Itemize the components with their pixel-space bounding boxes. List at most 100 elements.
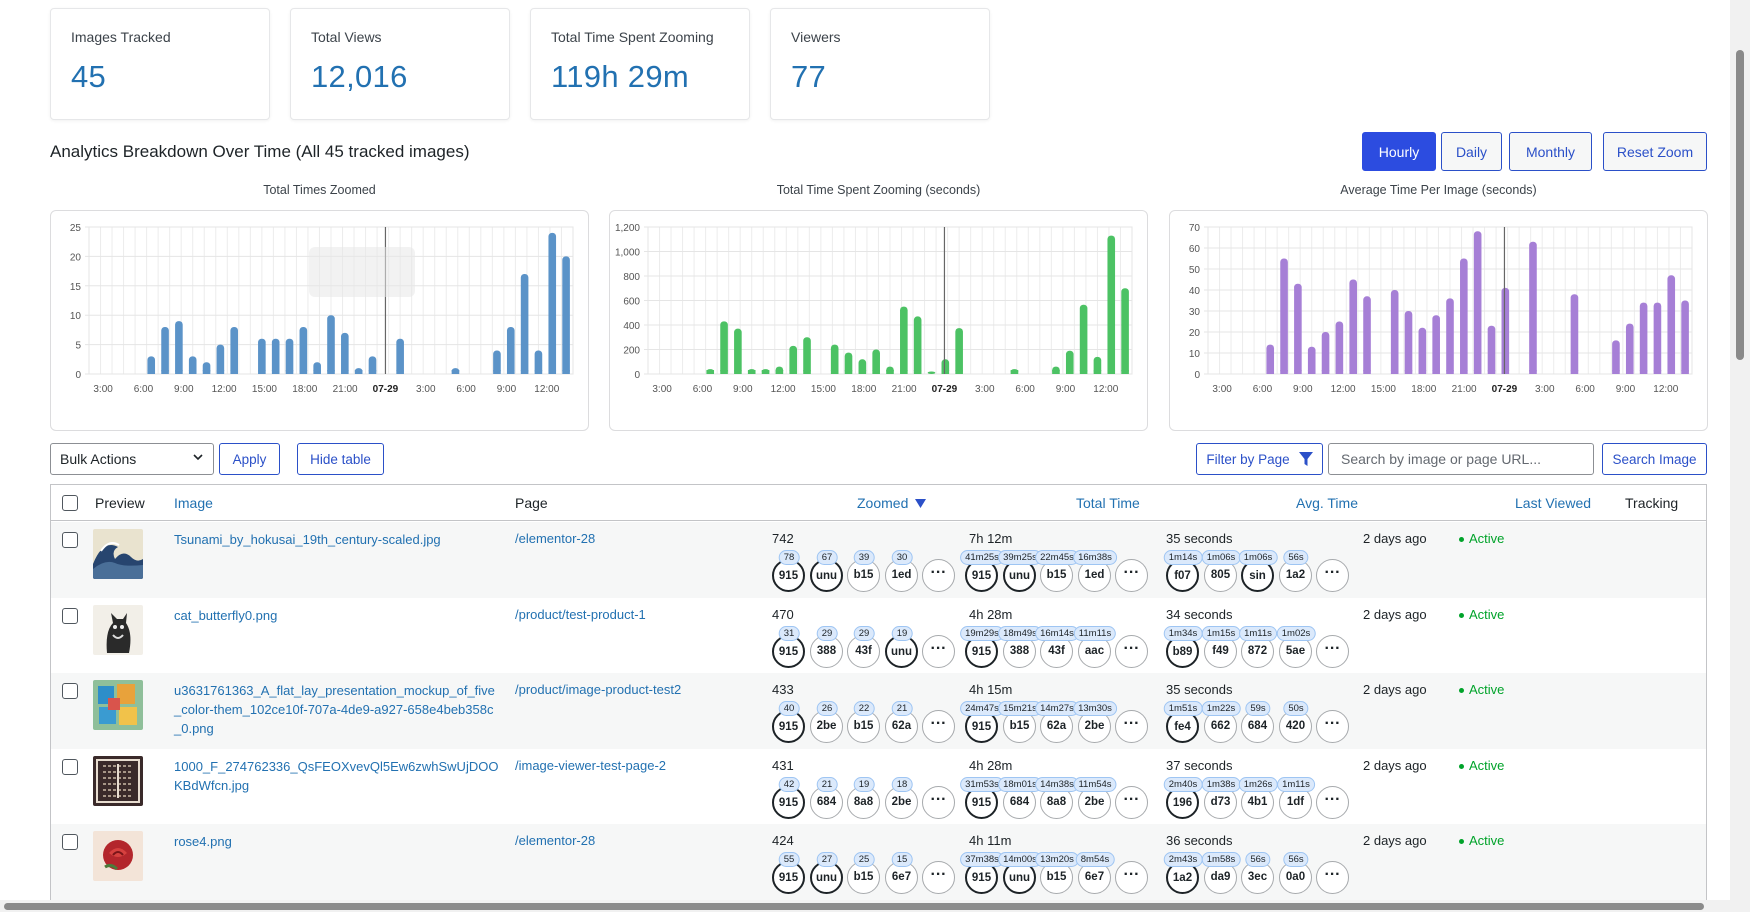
chart-bar[interactable] — [396, 338, 404, 374]
image-preview[interactable] — [93, 755, 143, 806]
row-checkbox[interactable] — [62, 532, 78, 548]
chart-bar[interactable] — [1501, 287, 1510, 374]
more-viewers-button[interactable]: ··· — [1115, 559, 1148, 592]
header-zoomed[interactable]: Zoomed — [857, 495, 927, 511]
more-viewers-button[interactable]: ··· — [1115, 861, 1148, 894]
chart-bar[interactable] — [520, 274, 529, 374]
header-last-viewed[interactable]: Last Viewed — [1515, 495, 1592, 511]
more-viewers-button[interactable]: ··· — [922, 785, 955, 819]
chart-average-time[interactable]: 0 10 20 30 40 50 60 70 3:00 6:00 9:00 12:00 15:00 18:… — [1169, 210, 1708, 431]
bulk-actions-select[interactable]: Bulk Actions — [50, 443, 214, 475]
more-viewers-button[interactable]: ··· — [1115, 710, 1148, 743]
image-preview[interactable] — [93, 680, 143, 730]
chart-bar[interactable] — [271, 338, 280, 374]
page-link[interactable]: /elementor-28 — [515, 531, 596, 546]
viewer-avatar[interactable]: 1ed — [885, 559, 918, 592]
chart-bar[interactable] — [913, 316, 922, 374]
scrollbar-thumb[interactable] — [4, 903, 1704, 910]
chart-bar[interactable] — [216, 344, 225, 374]
chart-bar[interactable] — [175, 321, 183, 374]
chart-time-spent[interactable]: 0 200 400 600 800 1,000 1,200 3:00 6:00 9:00 12:00… — [609, 210, 1148, 431]
chart-bar[interactable] — [188, 356, 197, 374]
select-all-checkbox[interactable] — [62, 495, 78, 511]
search-image-button[interactable]: Search Image — [1602, 443, 1707, 475]
chart-bar[interactable] — [1266, 344, 1275, 374]
horizontal-scrollbar[interactable] — [0, 900, 1730, 912]
more-viewers-button[interactable]: ··· — [922, 634, 955, 668]
chart-bar[interactable] — [803, 337, 811, 374]
chart-times-zoomed[interactable]: 0 5 10 15 20 25 3:00 6:00 9:00 12:00 15:00 18:00 21:… — [50, 210, 589, 431]
chart-bar[interactable] — [285, 338, 294, 374]
chart-bar[interactable] — [1653, 302, 1662, 374]
header-avg-time[interactable]: Avg. Time — [1296, 495, 1358, 511]
chart-bar[interactable] — [1529, 241, 1537, 374]
chart-bar[interactable] — [720, 321, 728, 374]
page-link[interactable]: /product/test-product-1 — [515, 606, 646, 622]
apply-button[interactable]: Apply — [219, 443, 280, 475]
chart-bar[interactable] — [1681, 300, 1689, 375]
more-viewers-button[interactable]: ··· — [1115, 634, 1148, 668]
row-checkbox[interactable] — [62, 834, 78, 850]
chart-bar[interactable] — [1487, 325, 1496, 374]
chart-bar[interactable] — [147, 356, 156, 374]
chart-bar[interactable] — [1473, 231, 1482, 374]
chart-bar[interactable] — [299, 326, 308, 374]
chart-bar[interactable] — [161, 326, 169, 374]
chart-bar[interactable] — [1349, 279, 1358, 375]
row-checkbox[interactable] — [62, 683, 78, 699]
chart-bar[interactable] — [1121, 288, 1129, 374]
image-link[interactable]: cat_butterfly0.png — [174, 607, 278, 623]
hide-table-button[interactable]: Hide table — [297, 443, 384, 475]
chart-bar[interactable] — [844, 352, 853, 374]
more-viewers-button[interactable]: ··· — [922, 861, 955, 894]
page-link[interactable]: /product/image-product-test2 — [515, 682, 682, 697]
page-link[interactable]: /image-viewer-test-page-2 — [515, 757, 667, 773]
chart-bar[interactable] — [1432, 315, 1440, 374]
chart-bar[interactable] — [1321, 332, 1330, 374]
header-image[interactable]: Image — [174, 495, 213, 511]
daily-button[interactable]: Daily — [1441, 132, 1502, 171]
chart-bar[interactable] — [506, 326, 515, 374]
chart-bar[interactable] — [927, 371, 936, 374]
more-viewers-button[interactable]: ··· — [1316, 710, 1349, 743]
image-link[interactable]: u3631761363_A_flat_lay_presentation_mock… — [174, 683, 495, 736]
header-total-time[interactable]: Total Time — [1076, 495, 1140, 511]
chart-bar[interactable] — [1107, 235, 1116, 374]
chart-bar[interactable] — [1667, 275, 1676, 374]
viewer-avatar[interactable]: 2be — [810, 710, 843, 743]
chart-bar[interactable] — [1280, 258, 1288, 375]
viewer-avatar[interactable]: b15 — [847, 710, 880, 743]
chart-bar[interactable] — [734, 328, 742, 374]
page-link[interactable]: /elementor-28 — [515, 833, 596, 848]
chart-bar[interactable] — [1335, 321, 1344, 375]
more-viewers-button[interactable]: ··· — [1115, 785, 1148, 819]
chart-bar[interactable] — [1418, 327, 1427, 374]
image-link[interactable]: 1000_F_274762336_QsFEOXvevQl5Ew6zwhSwUjD… — [174, 758, 499, 793]
chart-bar[interactable] — [1446, 298, 1454, 374]
chart-bar[interactable] — [1079, 304, 1088, 374]
chart-bar[interactable] — [534, 350, 543, 374]
chart-bar[interactable] — [562, 256, 570, 374]
more-viewers-button[interactable]: ··· — [922, 710, 955, 743]
chart-bar[interactable] — [1570, 294, 1579, 374]
chart-bar[interactable] — [1390, 290, 1399, 374]
chart-bar[interactable] — [1625, 323, 1634, 374]
chart-bar[interactable] — [955, 328, 963, 374]
reset-zoom-button[interactable]: Reset Zoom — [1603, 132, 1707, 171]
more-viewers-button[interactable]: ··· — [1316, 861, 1349, 894]
vertical-scrollbar[interactable] — [1730, 0, 1750, 912]
chart-bar[interactable] — [830, 344, 839, 374]
chart-bar[interactable] — [1612, 340, 1620, 374]
row-checkbox[interactable] — [62, 607, 78, 624]
chart-bar[interactable] — [1460, 258, 1468, 375]
chart-bar[interactable] — [327, 315, 335, 374]
scrollbar-thumb[interactable] — [1736, 50, 1744, 360]
image-link[interactable]: rose4.png — [174, 834, 232, 849]
chart-bar[interactable] — [230, 326, 239, 374]
more-viewers-button[interactable]: ··· — [1316, 634, 1349, 668]
filter-by-page-button[interactable]: Filter by Page — [1196, 443, 1323, 475]
monthly-button[interactable]: Monthly — [1509, 132, 1592, 171]
image-preview[interactable] — [93, 831, 143, 881]
more-viewers-button[interactable]: ··· — [922, 559, 955, 592]
chart-bar[interactable] — [1065, 350, 1074, 374]
